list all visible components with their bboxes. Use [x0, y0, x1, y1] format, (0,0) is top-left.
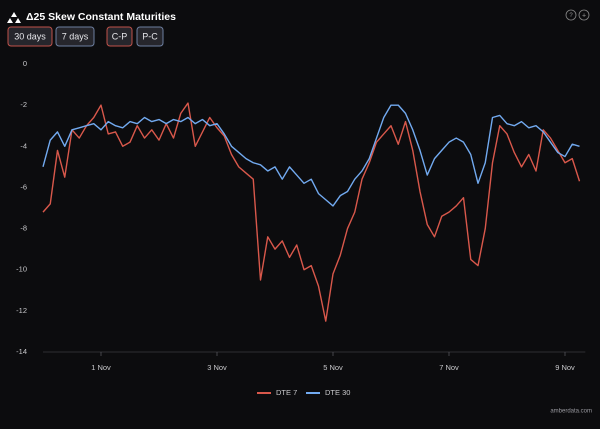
x-tick-label: 5 Nov [323, 363, 343, 372]
filter-button-label[interactable]: 30 days [14, 31, 46, 41]
y-tick-label: -14 [16, 347, 27, 356]
y-tick-label: 0 [23, 59, 27, 68]
x-tick-label: 3 Nov [207, 363, 227, 372]
add-icon[interactable] [578, 9, 590, 21]
series-line [42, 104, 580, 207]
x-tick-label: 9 Nov [555, 363, 575, 372]
y-tick-label: -4 [20, 141, 27, 150]
y-tick-label: -2 [20, 100, 27, 109]
x-tick-label: 1 Nov [91, 363, 111, 372]
y-tick-label: -12 [16, 306, 27, 315]
filter-button[interactable] [136, 26, 164, 47]
legend-label: DTE 7 [276, 388, 297, 397]
watermark: amberdata.com [550, 409, 592, 415]
filter-button-label[interactable]: C-P [112, 31, 128, 41]
legend-label: DTE 30 [325, 388, 350, 397]
header-icons[interactable]: ? + [565, 9, 590, 21]
x-tick-label: 7 Nov [439, 363, 459, 372]
help-icon[interactable] [565, 9, 577, 21]
chart-title: Δ25 Skew Constant Maturities [26, 11, 176, 23]
y-tick-label: -6 [20, 182, 27, 191]
button-group[interactable]: 30 days 7 days C-P P-C [7, 26, 164, 47]
filter-button[interactable] [55, 26, 95, 47]
logo [7, 12, 21, 23]
series-line [42, 102, 581, 322]
add-glyph: + [582, 12, 586, 19]
filter-button[interactable] [106, 26, 133, 47]
filter-button[interactable] [7, 26, 53, 47]
y-tick-label: -8 [20, 224, 27, 233]
y-tick-label: -10 [16, 265, 27, 274]
help-glyph: ? [569, 13, 573, 19]
filter-button-label[interactable]: P-C [142, 31, 158, 41]
filter-button-label[interactable]: 7 days [62, 31, 89, 41]
